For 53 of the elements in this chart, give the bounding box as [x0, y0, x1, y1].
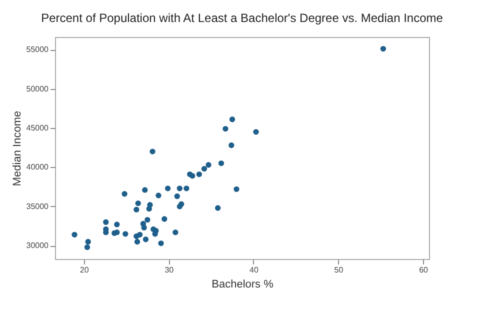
- point: [234, 186, 240, 192]
- y-axis-title: Median Income: [11, 110, 24, 186]
- x-axis-title: Bachelors %: [212, 278, 274, 290]
- point: [122, 231, 128, 237]
- point: [380, 46, 386, 52]
- point: [85, 238, 91, 245]
- point: [114, 230, 120, 236]
- y-tick-label: 55000: [26, 45, 50, 54]
- y-tick-label: 40000: [26, 162, 50, 172]
- point: [178, 201, 184, 207]
- point: [72, 232, 78, 238]
- point: [136, 232, 143, 238]
- x-tick-label: 30: [164, 266, 174, 274]
- point: [142, 236, 149, 242]
- y-tick-label: 50000: [26, 84, 50, 94]
- point: [201, 166, 208, 172]
- point: [196, 171, 202, 178]
- point: [142, 187, 148, 193]
- point: [147, 202, 153, 208]
- point: [141, 224, 147, 230]
- point: [184, 186, 190, 192]
- point: [253, 129, 259, 135]
- point: [134, 206, 140, 212]
- point: [158, 240, 164, 246]
- point: [222, 126, 228, 132]
- point: [164, 186, 171, 192]
- point: [174, 193, 180, 200]
- point: [229, 116, 236, 122]
- chart-title: Percent of Population with At Least a Bachelor's Degree vs. Median Income: [41, 11, 444, 25]
- point: [206, 162, 212, 168]
- point: [122, 191, 128, 197]
- point: [162, 216, 168, 222]
- y-tick-label: 35000: [26, 202, 50, 211]
- x-tick-label: 40: [249, 266, 259, 274]
- x-tick-label: 50: [334, 266, 344, 274]
- point: [114, 222, 120, 228]
- point: [150, 148, 156, 154]
- point: [134, 238, 140, 245]
- point: [144, 216, 150, 223]
- x-tick-label: 20: [80, 266, 90, 274]
- x-tick-label: 60: [419, 266, 429, 274]
- point: [172, 230, 178, 236]
- point: [156, 192, 162, 198]
- point: [190, 173, 196, 179]
- point: [218, 160, 224, 166]
- point: [84, 244, 90, 250]
- y-tick-label: 45000: [26, 123, 50, 132]
- point: [215, 205, 221, 211]
- point: [176, 186, 182, 192]
- point: [103, 219, 109, 225]
- point: [135, 200, 141, 206]
- point: [228, 142, 234, 148]
- y-tick-label: 30000: [26, 241, 50, 250]
